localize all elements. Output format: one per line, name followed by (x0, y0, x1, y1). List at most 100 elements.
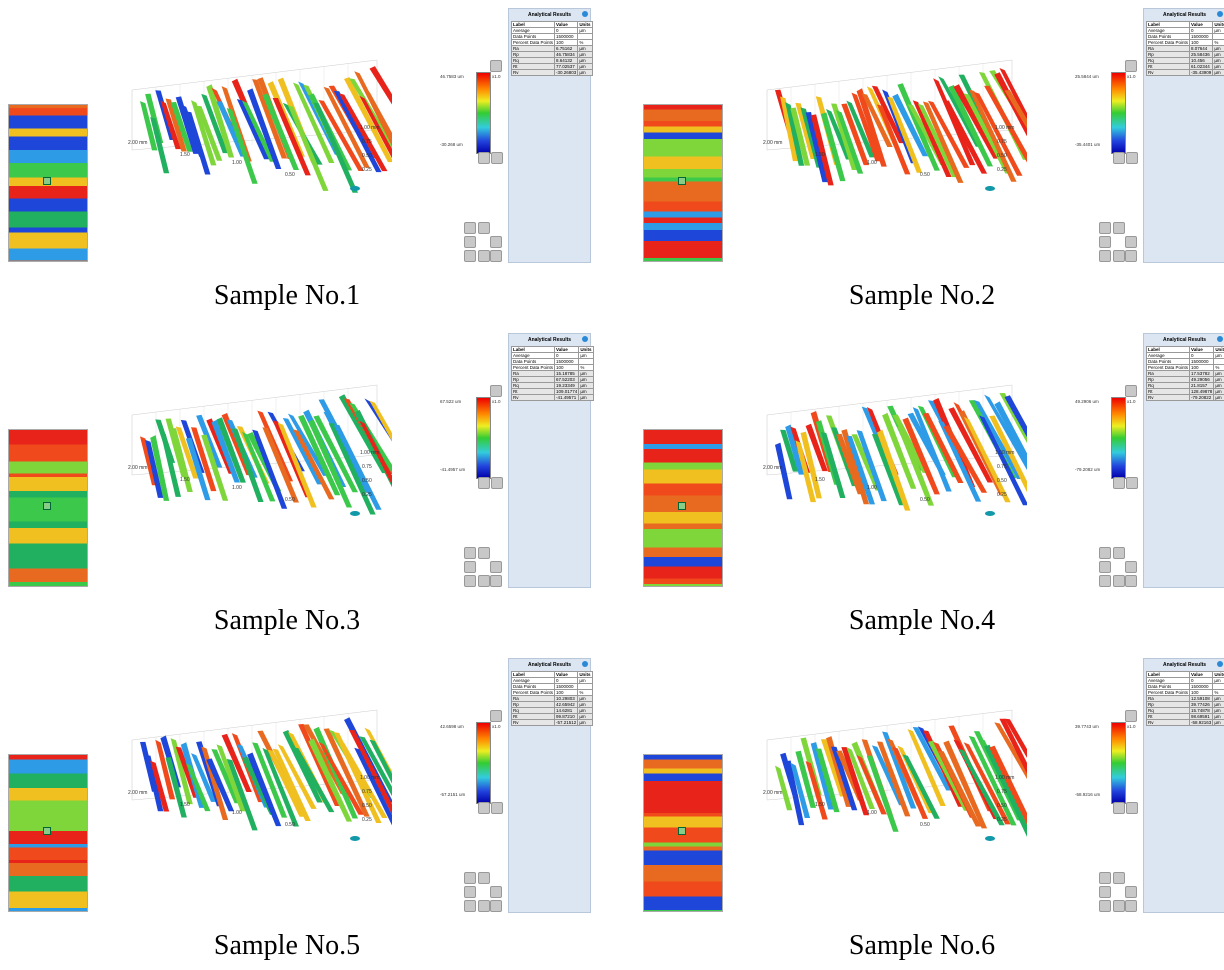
scale-down-button[interactable] (1126, 152, 1138, 164)
y-axis-label: 1.00 mm (995, 775, 1014, 781)
x-axis-label: 1.00 (232, 810, 242, 816)
scale-button[interactable] (1113, 152, 1125, 164)
settings-icon (1217, 11, 1223, 17)
colorbar-min: -41.4957 um (440, 467, 465, 472)
nav-button[interactable] (1113, 900, 1125, 912)
scale-up-button[interactable] (1125, 385, 1137, 397)
scale-button[interactable] (1113, 802, 1125, 814)
y-axis-label: 0.75 (362, 789, 372, 795)
nav-button[interactable] (1099, 222, 1111, 234)
colorbar (476, 397, 491, 479)
scale-button[interactable] (478, 477, 490, 489)
x-axis-label: 1.00 (867, 160, 877, 166)
result-cell: Rv (1147, 395, 1190, 401)
colorbar-scale: x1.0 (1127, 724, 1136, 729)
result-cell: -57.21512 (555, 720, 578, 726)
scale-up-button[interactable] (1125, 710, 1137, 722)
nav-button[interactable] (1099, 575, 1111, 587)
colorbar (1111, 722, 1126, 804)
nav-button[interactable] (464, 547, 476, 559)
y-axis-label: 1.00 mm (360, 450, 379, 456)
result-cell: Rv (1147, 70, 1190, 76)
scale-down-button[interactable] (491, 477, 503, 489)
marker (678, 177, 686, 185)
scale-button[interactable] (478, 802, 490, 814)
scale-button[interactable] (1113, 477, 1125, 489)
orientation-icon (985, 186, 995, 191)
results-panel: Analytical ResultsLabelValueUnitsAverage… (1143, 8, 1224, 263)
nav-button[interactable] (464, 236, 476, 248)
nav-button[interactable] (1125, 561, 1137, 573)
nav-button[interactable] (478, 575, 490, 587)
scale-up-button[interactable] (1125, 60, 1137, 72)
nav-button[interactable] (464, 575, 476, 587)
nav-button[interactable] (464, 872, 476, 884)
y-axis-label: 1.00 mm (360, 125, 379, 131)
nav-button[interactable] (490, 236, 502, 248)
nav-button[interactable] (478, 900, 490, 912)
y-axis-label: 0.25 (362, 817, 372, 823)
header-cell: Units (1214, 347, 1224, 353)
nav-button[interactable] (1099, 561, 1111, 573)
nav-button[interactable] (464, 886, 476, 898)
nav-button[interactable] (1099, 250, 1111, 262)
scale-up-button[interactable] (490, 385, 502, 397)
x-axis-label: 0.50 (285, 822, 295, 828)
nav-button[interactable] (1099, 236, 1111, 248)
nav-button[interactable] (1099, 547, 1111, 559)
nav-button[interactable] (1099, 900, 1111, 912)
nav-button[interactable] (464, 250, 476, 262)
nav-button[interactable] (464, 222, 476, 234)
nav-button[interactable] (464, 900, 476, 912)
nav-button[interactable] (1125, 886, 1137, 898)
nav-button[interactable] (1113, 872, 1125, 884)
height-map (8, 104, 88, 262)
y-axis-label: 0.25 (362, 167, 372, 173)
nav-button[interactable] (1113, 222, 1125, 234)
height-map (643, 429, 723, 587)
nav-button[interactable] (1113, 575, 1125, 587)
result-cell: µm (1213, 70, 1224, 76)
result-cell: Percent Data Points (1147, 365, 1190, 371)
scale-down-button[interactable] (1126, 477, 1138, 489)
y-axis-label: 0.50 (997, 478, 1007, 484)
scale-up-button[interactable] (490, 60, 502, 72)
scale-button[interactable] (478, 152, 490, 164)
nav-button[interactable] (1125, 250, 1137, 262)
scale-down-button[interactable] (491, 802, 503, 814)
nav-button[interactable] (1113, 250, 1125, 262)
nav-button[interactable] (490, 900, 502, 912)
scale-up-button[interactable] (490, 710, 502, 722)
result-cell: 12.59108 (1190, 696, 1213, 702)
x-axis-label: 2.00 mm (763, 790, 782, 796)
nav-button[interactable] (490, 561, 502, 573)
nav-button[interactable] (490, 575, 502, 587)
result-cell: Rv (512, 720, 555, 726)
result-cell: µm (1214, 395, 1224, 401)
x-axis-label: 1.50 (180, 152, 190, 158)
nav-button[interactable] (478, 547, 490, 559)
nav-button[interactable] (478, 872, 490, 884)
nav-button[interactable] (490, 250, 502, 262)
nav-button[interactable] (490, 886, 502, 898)
height-map (643, 754, 723, 912)
nav-button[interactable] (1099, 886, 1111, 898)
nav-button[interactable] (478, 222, 490, 234)
nav-button[interactable] (1113, 547, 1125, 559)
nav-button[interactable] (1125, 236, 1137, 248)
nav-button[interactable] (1125, 900, 1137, 912)
result-cell: 98.69591 (1190, 714, 1213, 720)
nav-button[interactable] (1099, 872, 1111, 884)
nav-button[interactable] (464, 561, 476, 573)
scale-down-button[interactable] (1126, 802, 1138, 814)
nav-button[interactable] (1125, 575, 1137, 587)
colorbar-min: -57.2151 um (440, 792, 465, 797)
y-axis-label: 0.75 (997, 464, 1007, 470)
scale-down-button[interactable] (491, 152, 503, 164)
nav-button[interactable] (478, 250, 490, 262)
